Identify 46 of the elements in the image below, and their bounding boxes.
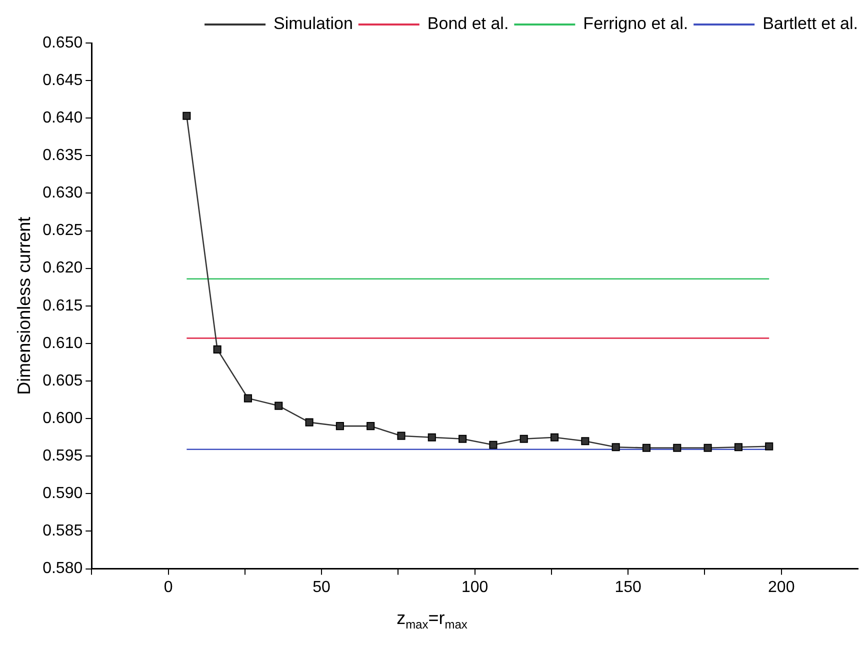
point: [673, 444, 682, 452]
y-tick-label: 0.590: [42, 485, 83, 502]
point: [182, 112, 191, 120]
point: [366, 422, 375, 430]
y-tick-label: 0.595: [42, 448, 83, 465]
y-tick-label: 0.610: [42, 334, 83, 352]
y-axis-title: Dimensionless current: [14, 216, 34, 395]
y-tick-label: 0.625: [42, 222, 83, 240]
legend-label: Bartlett et al.: [762, 14, 858, 34]
y-tick-label: 0.580: [42, 560, 83, 578]
y-tick-label: 0.650: [42, 34, 83, 52]
legend-label: Bond et al.: [427, 14, 509, 34]
x-tick-label: 50: [312, 578, 331, 596]
point: [734, 443, 742, 452]
y-tick-label: 0.585: [42, 522, 83, 540]
point: [550, 433, 559, 442]
x-tick-label: 0: [164, 578, 173, 596]
y-tick-label: 0.635: [42, 147, 83, 164]
point: [458, 434, 467, 443]
point: [336, 422, 344, 430]
x-tick-label: 150: [614, 578, 642, 596]
point: [213, 345, 222, 354]
x-axis-title: z$_{max}$=r$_{max}$: [396, 608, 468, 632]
point: [765, 442, 774, 450]
point: [704, 444, 712, 452]
x-tick-label: 100: [461, 578, 488, 596]
y-tick-label: 0.615: [42, 297, 83, 314]
y-tick-label: 0.640: [42, 110, 83, 127]
point: [642, 444, 651, 452]
y-tick-label: 0.620: [42, 260, 83, 277]
legend-label: Ferrigno et al.: [583, 14, 688, 34]
y-tick-label: 0.630: [42, 184, 83, 202]
point: [274, 402, 283, 410]
point: [305, 418, 314, 426]
y-tick-label: 0.605: [42, 372, 83, 390]
point: [428, 433, 436, 442]
x-tick-label: 200: [768, 578, 795, 596]
point: [397, 432, 406, 440]
point: [489, 440, 498, 449]
point: [244, 394, 252, 402]
y-tick-label: 0.645: [42, 72, 83, 89]
y-tick-label: 0.600: [42, 410, 83, 427]
point: [612, 443, 620, 452]
point: [520, 434, 528, 443]
point: [581, 437, 590, 446]
legend-label: Simulation: [274, 14, 353, 34]
